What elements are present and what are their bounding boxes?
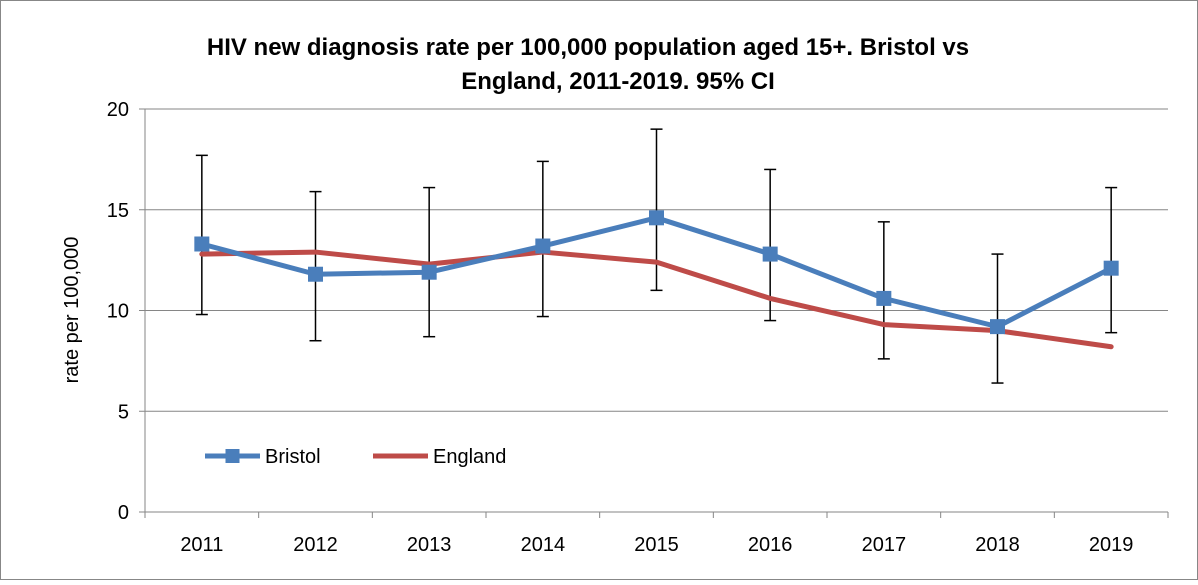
marker-bristol [308, 266, 323, 282]
marker-bristol [649, 210, 664, 226]
x-tick-label: 2019 [1089, 534, 1134, 556]
y-axis-title: rate per 100,000 [61, 237, 83, 384]
axes: 0 5 10 15 20 2011 2012 2013 2014 2015 2016 2017 2018… [107, 99, 1169, 556]
y-tick-label: 10 [107, 301, 129, 323]
marker-bristol [421, 264, 437, 280]
chart-title-line-2: England, 2011-2019. 95% CI [461, 68, 775, 95]
x-tick-label: 2017 [862, 534, 907, 556]
x-tick-label: 2013 [407, 534, 452, 556]
marker-bristol [535, 238, 551, 254]
x-tick-label: 2012 [293, 534, 338, 556]
x-tick-label: 2011 [180, 534, 223, 556]
marker-bristol [762, 246, 778, 262]
y-tick-label: 20 [107, 99, 129, 121]
y-tick-label: 0 [118, 502, 129, 524]
x-tick-label: 2018 [975, 534, 1020, 556]
x-tick-label: 2015 [634, 534, 679, 556]
chart-title-line-1: HIV new diagnosis rate per 100,000 popul… [207, 34, 969, 61]
series-markers [194, 210, 1119, 335]
y-tick-label: 15 [107, 200, 129, 222]
legend-marker-bristol [225, 449, 240, 463]
y-tick-label: 5 [118, 401, 129, 423]
legend: Bristol England [205, 446, 506, 468]
marker-bristol [1103, 260, 1119, 276]
series-line-england [199, 249, 1114, 350]
x-tick-label: 2014 [521, 534, 566, 556]
marker-bristol [194, 236, 210, 252]
legend-label-england: England [433, 446, 506, 468]
marker-bristol [990, 319, 1005, 335]
marker-bristol [876, 290, 892, 306]
x-tick-label: 2016 [748, 534, 793, 556]
legend-label-bristol: Bristol [265, 446, 321, 468]
